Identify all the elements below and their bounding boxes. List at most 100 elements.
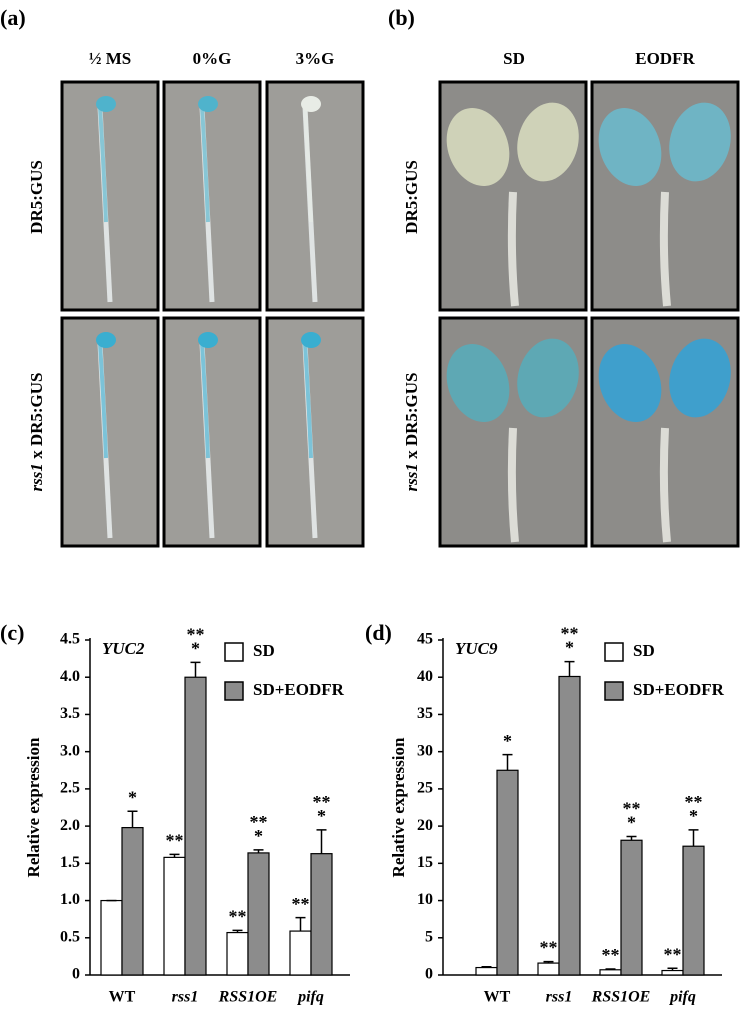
significance: ** — [623, 799, 641, 819]
y-tick-label: 4.5 — [60, 631, 80, 648]
y-axis-label: Relative expression — [389, 737, 408, 877]
legend-swatch — [604, 642, 624, 662]
y-tick-label: 0 — [425, 966, 433, 983]
panel-label: (d) — [365, 620, 392, 645]
hypocotyl-stain — [98, 342, 108, 459]
y-tick-label: 35 — [417, 705, 433, 722]
y-tick-label: 25 — [417, 780, 433, 797]
hypocotyl-stain — [303, 106, 313, 223]
row-label-text: x DR5:GUS — [402, 372, 421, 463]
significance: ** — [561, 624, 579, 644]
y-tick-label: 0 — [72, 966, 80, 983]
gene-label: YUC9 — [455, 639, 498, 658]
significance: * — [689, 806, 698, 826]
photo — [590, 80, 740, 312]
error-bar — [169, 853, 180, 858]
cotyledon — [198, 96, 218, 112]
photo — [265, 80, 365, 312]
column-header: SD — [503, 49, 525, 68]
photo — [60, 80, 160, 312]
y-tick-label: 20 — [417, 817, 433, 834]
x-tick-label: WT — [484, 989, 511, 1006]
bar — [247, 852, 270, 976]
significance: ** — [250, 812, 268, 832]
row-label: DR5:GUS — [27, 160, 46, 234]
photo — [438, 316, 588, 548]
panel-label: (c) — [0, 620, 24, 645]
error-bar — [502, 753, 513, 771]
significance: * — [254, 826, 263, 846]
significance: * — [627, 813, 636, 833]
bar — [121, 826, 144, 976]
cotyledon — [198, 332, 218, 348]
y-tick-label: 10 — [417, 891, 433, 908]
column-header: ½ MS — [89, 49, 132, 68]
x-tick-label: rss1 — [172, 989, 199, 1006]
error-bar — [481, 966, 492, 968]
x-tick-label: WT — [109, 989, 136, 1006]
legend-label: SD+EODFR — [633, 680, 725, 699]
bar — [537, 962, 560, 976]
hypocotyl-stain — [200, 106, 210, 223]
x-tick-label: rss1 — [546, 989, 573, 1006]
y-tick-label: 1.0 — [60, 891, 80, 908]
significance: * — [317, 806, 326, 826]
photo — [438, 80, 588, 312]
cotyledon — [96, 332, 116, 348]
x-tick-label: pifq — [668, 989, 696, 1006]
significance: * — [128, 787, 137, 807]
y-tick-label: 1.5 — [60, 854, 80, 871]
error-bar — [127, 810, 138, 828]
bar — [475, 966, 498, 976]
cotyledon — [517, 338, 579, 418]
hypocotyl — [659, 427, 671, 543]
error-bar — [190, 661, 201, 678]
cotyledon — [446, 344, 510, 422]
legend-label: SD — [633, 641, 655, 660]
row-label: rss1 x DR5:GUS — [27, 372, 46, 491]
error-bar — [543, 960, 554, 964]
hypocotyl — [659, 191, 671, 307]
cotyledon — [96, 96, 116, 112]
row-label-text: rss1 — [27, 463, 46, 491]
significance: ** — [313, 792, 331, 812]
y-tick-label: 5 — [425, 928, 433, 945]
significance: ** — [664, 944, 682, 964]
photo — [162, 316, 262, 548]
error-bar — [688, 829, 699, 847]
x-tick-label: RSS1OE — [591, 989, 651, 1006]
photo — [590, 316, 740, 548]
hypocotyl-stain — [98, 106, 108, 223]
row-label-text: DR5:GUS — [27, 160, 46, 234]
error-bar — [667, 967, 678, 971]
significance: ** — [166, 831, 184, 851]
y-tick-label: 30 — [417, 742, 433, 759]
bar — [558, 675, 581, 976]
bar — [682, 845, 705, 976]
y-tick-label: 3.0 — [60, 742, 80, 759]
y-tick-label: 15 — [417, 854, 433, 871]
cotyledon — [301, 332, 321, 348]
cotyledon — [598, 108, 662, 186]
row-label-text: rss1 — [402, 463, 421, 491]
cotyledon — [517, 102, 579, 182]
cotyledon — [301, 96, 321, 112]
cotyledon — [669, 338, 731, 418]
column-header: 3%G — [296, 49, 335, 68]
y-tick-label: 2.5 — [60, 780, 80, 797]
legend-swatch — [224, 681, 244, 701]
bar — [163, 856, 186, 976]
cotyledon — [669, 102, 731, 182]
hypocotyl-stain — [200, 342, 210, 459]
y-tick-label: 0.5 — [60, 928, 80, 945]
x-tick-label: pifq — [296, 989, 324, 1006]
row-label: DR5:GUS — [402, 160, 421, 234]
bar — [599, 969, 622, 976]
y-axis-label: Relative expression — [24, 737, 43, 877]
y-tick-label: 3.5 — [60, 705, 80, 722]
cotyledon — [446, 108, 510, 186]
bar — [661, 969, 684, 976]
y-tick-label: 2.0 — [60, 817, 80, 834]
x-tick-label: RSS1OE — [218, 989, 278, 1006]
